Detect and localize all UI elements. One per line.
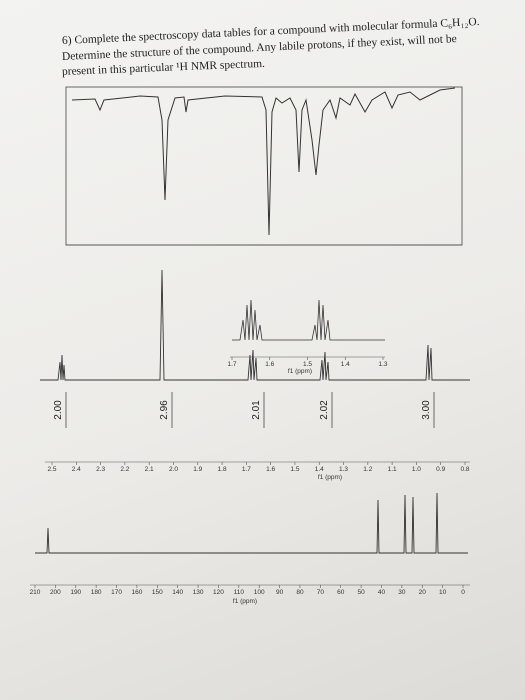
c-tick-label: 140 [172, 589, 183, 596]
c-tick-label: 190 [70, 589, 81, 596]
c-tick-label: 0 [461, 589, 465, 596]
inset-tick-label: 1.7 [227, 361, 236, 368]
c-tick-label: 110 [234, 589, 245, 596]
h-tick-label: 1.6 [266, 466, 275, 473]
h-tick-label: 1.3 [339, 466, 348, 473]
integral-label: 2.00 [53, 400, 64, 420]
h-tick-label: 2.3 [96, 466, 105, 473]
inset-tick-label: 1.4 [341, 361, 350, 368]
c-tick-label: 10 [439, 589, 447, 596]
inset-axis-label: f1 (ppm) [288, 368, 312, 375]
c-tick-label: 30 [398, 589, 406, 596]
c-tick-label: 160 [131, 589, 142, 596]
c-tick-label: 90 [276, 589, 284, 596]
c-nmr-trace [35, 492, 468, 554]
h-tick-label: 1.7 [242, 466, 251, 473]
c-tick-label: 50 [357, 589, 365, 596]
integral-label: 2.01 [251, 400, 262, 420]
c-nmr [30, 492, 470, 586]
ir-trace [71, 87, 456, 236]
h-nmr [40, 269, 470, 463]
h-tick-label: 2.4 [72, 466, 81, 473]
integral-label: 3.00 [421, 400, 432, 420]
c-tick-label: 60 [337, 589, 345, 596]
h-tick-label: 2.0 [169, 466, 178, 473]
h-tick-label: 0.8 [460, 466, 469, 473]
h-nmr-inset-trace [232, 299, 385, 341]
ir-frame [65, 86, 463, 246]
h-tick-label: 2.5 [47, 466, 56, 473]
c-tick-label: 100 [254, 589, 265, 596]
h-nmr-trace [40, 269, 470, 381]
c-tick-label: 80 [296, 589, 304, 596]
inset-tick-label: 1.5 [303, 361, 312, 368]
c-tick-label: 20 [419, 589, 427, 596]
h-tick-label: 1.1 [388, 466, 397, 473]
c-tick-label: 120 [213, 589, 224, 596]
c-tick-label: 210 [30, 589, 41, 596]
c-tick-label: 150 [152, 589, 163, 596]
integral-label: 2.96 [159, 400, 170, 420]
c-tick-label: 70 [317, 589, 325, 596]
inset-tick-label: 1.3 [378, 361, 387, 368]
h-tick-label: 1.4 [315, 466, 324, 473]
c-tick-label: 40 [378, 589, 386, 596]
c-tick-label: 180 [91, 589, 102, 596]
h-tick-label: 2.1 [145, 466, 154, 473]
h-tick-label: 0.9 [436, 466, 445, 473]
h-tick-label: 1.2 [363, 466, 372, 473]
h-tick-label: 1.5 [290, 466, 299, 473]
c-tick-label: 170 [111, 589, 122, 596]
c-tick-label: 130 [193, 589, 204, 596]
h-tick-label: 1.8 [218, 466, 227, 473]
c-axis-label: f1 (ppm) [233, 598, 257, 605]
integral-label: 2.02 [319, 400, 330, 420]
h-axis-label: f1 (ppm) [318, 474, 342, 481]
c-tick-label: 200 [50, 589, 61, 596]
inset-tick-label: 1.6 [265, 361, 274, 368]
h-tick-label: 2.2 [120, 466, 129, 473]
ir-spectrum [65, 86, 463, 246]
h-tick-label: 1.0 [412, 466, 421, 473]
h-tick-label: 1.9 [193, 466, 202, 473]
